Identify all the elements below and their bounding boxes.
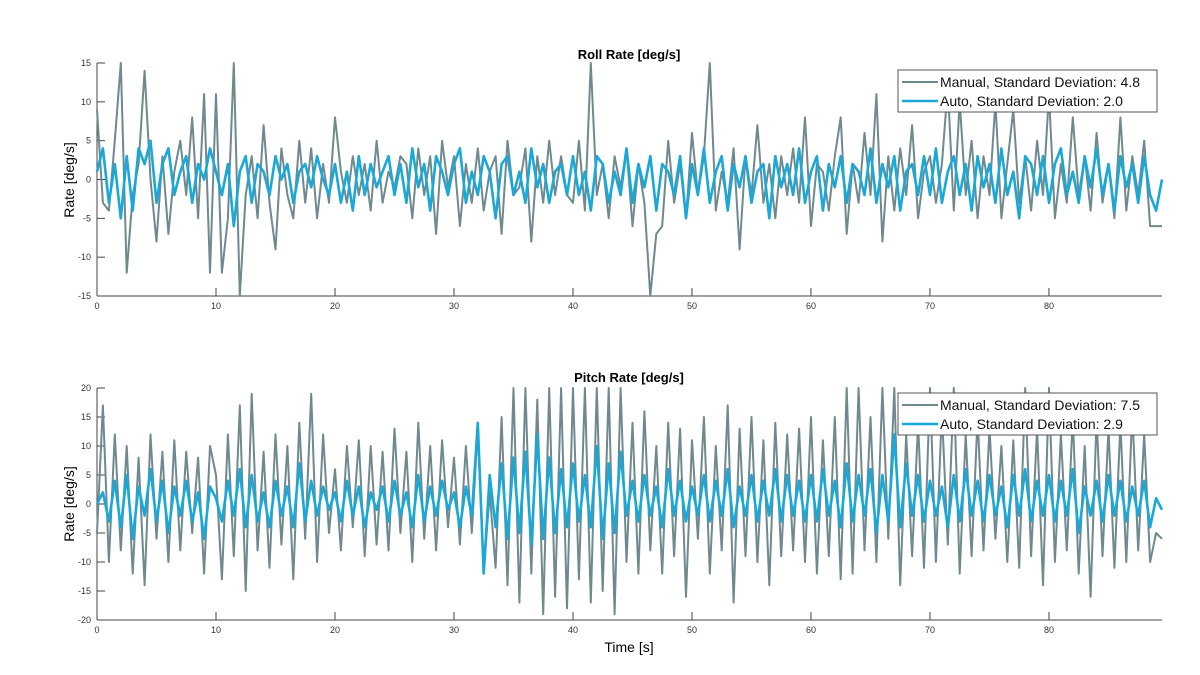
y-tick-label: -20 [78,615,91,625]
y-tick-label: 0 [86,499,91,509]
y-tick-label: 15 [81,58,91,68]
x-tick-label: 30 [449,301,459,311]
legend-label: Auto, Standard Deviation: 2.0 [940,93,1123,109]
y-tick-label: 10 [81,97,91,107]
auto-series-line [95,139,1164,228]
auto-series-line [95,421,1164,575]
legend-label: Manual, Standard Deviation: 7.5 [940,397,1140,413]
legend-label: Manual, Standard Deviation: 4.8 [940,74,1140,90]
x-tick-label: 70 [925,301,935,311]
x-tick-label: 80 [1044,301,1054,311]
y-tick-label: -15 [78,291,91,301]
y-tick-label: -5 [83,528,91,538]
y-tick-label: 15 [81,412,91,422]
pitch-y-axis-label: Rate [deg/s] [61,466,77,542]
legend-label: Auto, Standard Deviation: 2.9 [940,416,1123,432]
pitch-x-axis-label: Time [s] [604,639,653,655]
y-tick-label: 20 [81,383,91,393]
y-tick-label: 5 [86,136,91,146]
x-tick-label: 50 [687,625,697,635]
x-tick-label: 80 [1044,625,1054,635]
roll-y-axis-label: Rate [deg/s] [61,142,77,218]
x-tick-label: 30 [449,625,459,635]
pitch-rate-axes: Pitch Rate [deg/s] Rate [deg/s] Time [s]… [61,370,1164,655]
x-tick-label: 10 [211,301,221,311]
x-tick-label: 40 [568,625,578,635]
y-tick-label: -10 [78,252,91,262]
y-tick-label: -10 [78,557,91,567]
x-tick-label: 10 [211,625,221,635]
y-tick-label: 5 [86,470,91,480]
roll-rate-axes: Roll Rate [deg/s] Rate [deg/s] -15 -10 -5 0… [61,47,1164,311]
x-tick-label: 60 [806,625,816,635]
x-tick-label: 20 [330,625,340,635]
x-tick-label: 40 [568,301,578,311]
x-tick-label: 20 [330,301,340,311]
x-tick-label: 70 [925,625,935,635]
pitch-chart-title: Pitch Rate [deg/s] [574,370,684,385]
x-tick-label: 0 [94,301,99,311]
y-tick-label: 10 [81,441,91,451]
roll-chart-title: Roll Rate [deg/s] [578,47,681,62]
x-tick-label: 0 [94,625,99,635]
y-tick-label: -15 [78,586,91,596]
legend-box [897,392,1158,436]
legend-box [897,69,1158,113]
y-tick-label: 0 [86,175,91,185]
x-tick-label: 60 [806,301,816,311]
y-tick-label: -5 [83,213,91,223]
x-tick-label: 50 [687,301,697,311]
